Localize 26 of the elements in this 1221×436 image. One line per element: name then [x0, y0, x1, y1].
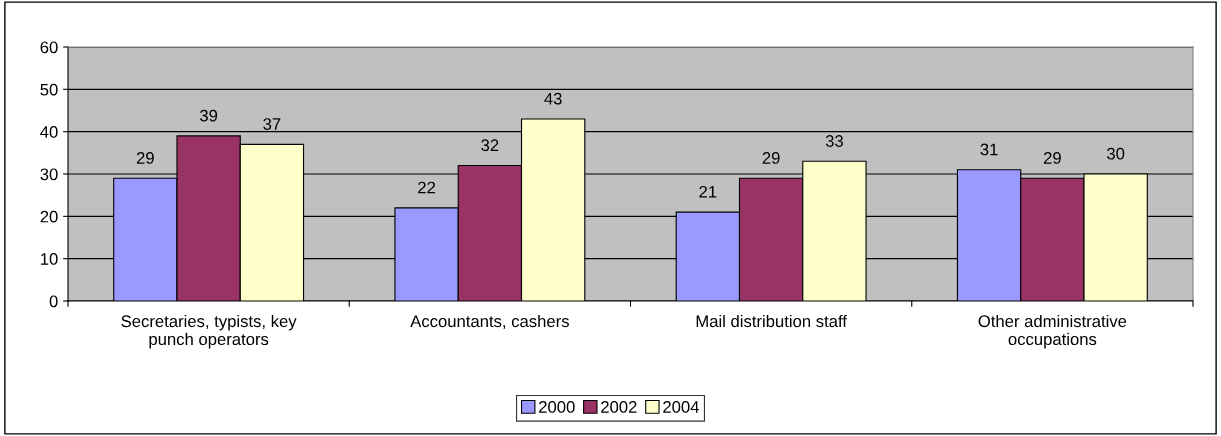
y-tick-label: 60 — [40, 41, 58, 54]
x-tick-label: Secretaries, typists, key punch operators — [121, 314, 297, 349]
data-label: 30 — [1107, 147, 1125, 160]
data-label: 31 — [980, 143, 998, 156]
legend-label: 2002 — [601, 401, 637, 413]
data-label: 43 — [544, 92, 562, 105]
data-label: 32 — [481, 139, 499, 152]
y-tick-label: 50 — [40, 83, 58, 96]
data-label: 37 — [263, 118, 281, 130]
data-label: 33 — [825, 135, 843, 147]
y-tick-label: 40 — [40, 126, 58, 138]
data-label: 21 — [699, 185, 717, 198]
data-label: 29 — [136, 152, 154, 164]
y-tick-label: 30 — [40, 168, 58, 181]
x-tick-label: Accountants, cashers — [410, 314, 569, 330]
x-tick-label: Other administrative occupations — [978, 314, 1127, 349]
legend-label: 2004 — [663, 401, 699, 413]
y-tick-label: 10 — [41, 253, 58, 265]
data-label: 39 — [199, 109, 218, 122]
data-label: 22 — [418, 181, 436, 194]
data-label: 29 — [1043, 152, 1061, 164]
y-tick-label: 0 — [49, 295, 58, 308]
data-label: 29 — [762, 152, 780, 164]
legend-label: 2000 — [539, 401, 575, 413]
x-tick-label: Mail distribution staff — [696, 314, 847, 328]
y-tick-label: 20 — [40, 210, 58, 223]
